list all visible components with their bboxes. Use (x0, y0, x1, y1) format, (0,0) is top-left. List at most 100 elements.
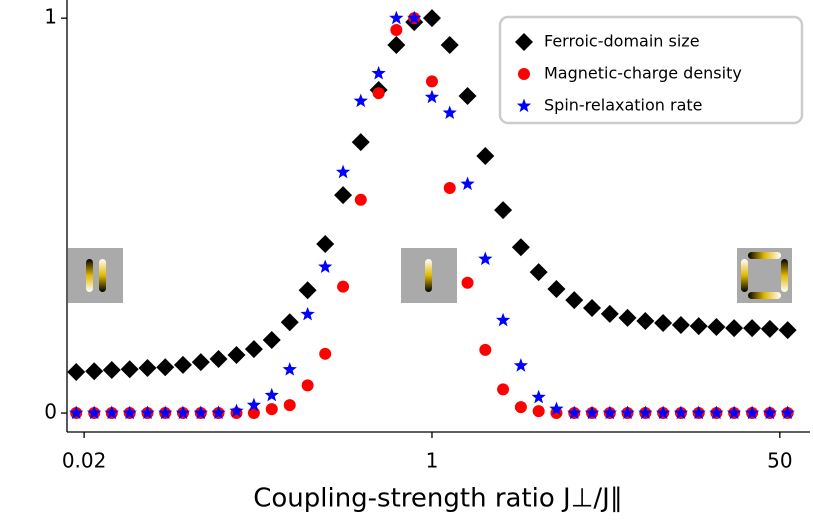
star-marker (424, 89, 440, 104)
star-marker (656, 405, 671, 420)
star-marker (300, 306, 315, 321)
diamond-marker (511, 238, 530, 257)
circle-marker (532, 405, 545, 418)
diamond-marker (529, 263, 548, 282)
star-marker (407, 10, 422, 25)
circle-marker (283, 399, 296, 412)
star-marker (246, 397, 262, 412)
circle-marker (354, 193, 367, 206)
inset-center (401, 248, 457, 303)
diamond-marker (565, 291, 584, 310)
diamond-marker (387, 36, 406, 55)
x-tick-label: 0.02 (62, 449, 107, 473)
diamond-marker (476, 146, 495, 165)
star-marker (638, 405, 653, 420)
diamond-marker (760, 319, 779, 338)
star-marker (69, 405, 84, 420)
star-marker (389, 10, 404, 25)
star-marker (495, 312, 511, 327)
diamond-marker (654, 314, 673, 333)
star-marker (282, 362, 297, 376)
star-marker (264, 387, 279, 402)
diamond-marker (547, 280, 566, 299)
diamond-marker (422, 9, 441, 28)
star-marker (549, 401, 564, 416)
star-marker (516, 98, 532, 113)
diamond-marker (743, 319, 762, 338)
circle-marker (479, 343, 492, 356)
diamond-marker (515, 33, 533, 51)
star-marker (353, 93, 368, 108)
star-marker (318, 259, 333, 274)
star-marker (726, 405, 742, 420)
x-tick-label: 1 (426, 449, 439, 473)
star-marker (335, 164, 351, 179)
diamond-marker (191, 353, 210, 372)
diamond-marker (707, 317, 726, 336)
diamond-marker (262, 330, 281, 349)
diamond-marker (67, 362, 86, 381)
star-marker (460, 176, 475, 191)
diamond-marker (227, 345, 246, 364)
diamond-marker (156, 358, 175, 377)
star-marker (531, 389, 546, 404)
star-marker (673, 405, 689, 420)
diamond-marker (209, 349, 228, 368)
circle-marker (337, 280, 350, 293)
inset-left (68, 248, 123, 303)
star-marker (513, 358, 529, 372)
star-marker (211, 405, 226, 420)
star-marker (602, 405, 617, 420)
star-marker (371, 65, 386, 80)
diamond-marker (173, 355, 192, 374)
diamond-marker (636, 312, 655, 331)
circle-marker (319, 347, 332, 360)
circle-marker (301, 379, 314, 392)
y-tick-label: 0 (44, 400, 57, 424)
diamond-marker (85, 362, 104, 381)
x-tick-label: 50 (767, 449, 792, 473)
circle-marker (425, 75, 438, 88)
star-marker (158, 405, 173, 420)
star-marker (780, 405, 795, 420)
diamond-marker (689, 317, 708, 336)
diamond-marker (316, 235, 335, 254)
diamond-marker (280, 313, 299, 332)
star-marker (193, 405, 208, 420)
diamond-marker (778, 321, 797, 340)
star-marker (478, 251, 493, 266)
legend-label: Spin-relaxation rate (544, 96, 703, 115)
diamond-marker (600, 304, 619, 323)
circle-marker (518, 68, 530, 80)
star-marker (620, 405, 635, 420)
circle-marker (497, 383, 510, 396)
star-marker (744, 405, 760, 420)
x-axis-label: Coupling-strength ratio J⊥/J∥ (253, 484, 623, 514)
diamond-marker (618, 308, 637, 327)
diamond-marker (725, 319, 744, 338)
diamond-marker (298, 281, 317, 300)
circle-marker (443, 181, 456, 194)
inset-right (737, 248, 792, 303)
diamond-marker (494, 201, 513, 220)
star-marker (175, 405, 191, 420)
circle-marker (372, 87, 385, 100)
diamond-marker (458, 86, 477, 105)
diamond-marker (583, 299, 602, 318)
y-tick-label: 1 (44, 5, 57, 29)
star-marker (104, 405, 119, 420)
star-marker (229, 403, 244, 418)
diamond-marker (671, 315, 690, 334)
diamond-marker (244, 340, 263, 359)
circle-marker (247, 407, 260, 420)
legend-box (498, 15, 804, 125)
circle-marker (514, 401, 527, 414)
diamond-marker (120, 360, 139, 379)
diamond-marker (351, 133, 370, 152)
diamond-marker (440, 36, 459, 55)
star-marker (87, 405, 102, 420)
circle-marker (390, 24, 403, 37)
circle-marker (461, 276, 474, 289)
star-marker (584, 405, 600, 420)
